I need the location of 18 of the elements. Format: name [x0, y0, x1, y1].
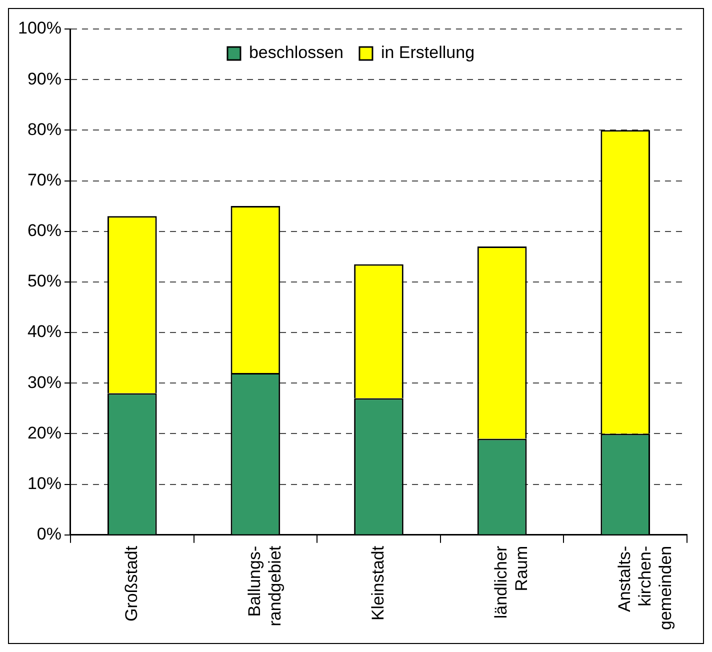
y-tick-label: 0%: [36, 524, 62, 544]
y-tick-label: 10%: [27, 474, 62, 493]
y-tick-label: 30%: [27, 372, 62, 392]
y-tick-label: 40%: [27, 322, 62, 342]
x-tick-label: ländlicher Raum: [492, 546, 532, 619]
y-tick-label: 20%: [27, 423, 62, 442]
x-tick-label: Großstadt: [122, 546, 141, 622]
x-tick-label: Anstalts- kirchen- gemeinden: [615, 546, 675, 630]
y-tick-label: 90%: [27, 69, 62, 88]
x-tick-label: Ballungs- randgebiet: [245, 546, 285, 626]
x-tick-label: Kleinstadt: [368, 546, 388, 621]
y-tick-label: 70%: [27, 170, 62, 190]
y-tick-label: 60%: [27, 221, 62, 240]
legend-label: in Erstellung: [380, 43, 475, 62]
y-tick-label: 50%: [27, 272, 62, 291]
y-tick-label: 80%: [27, 120, 62, 139]
legend-label: beschlossen: [248, 43, 344, 62]
y-tick-label: 100%: [18, 18, 62, 38]
